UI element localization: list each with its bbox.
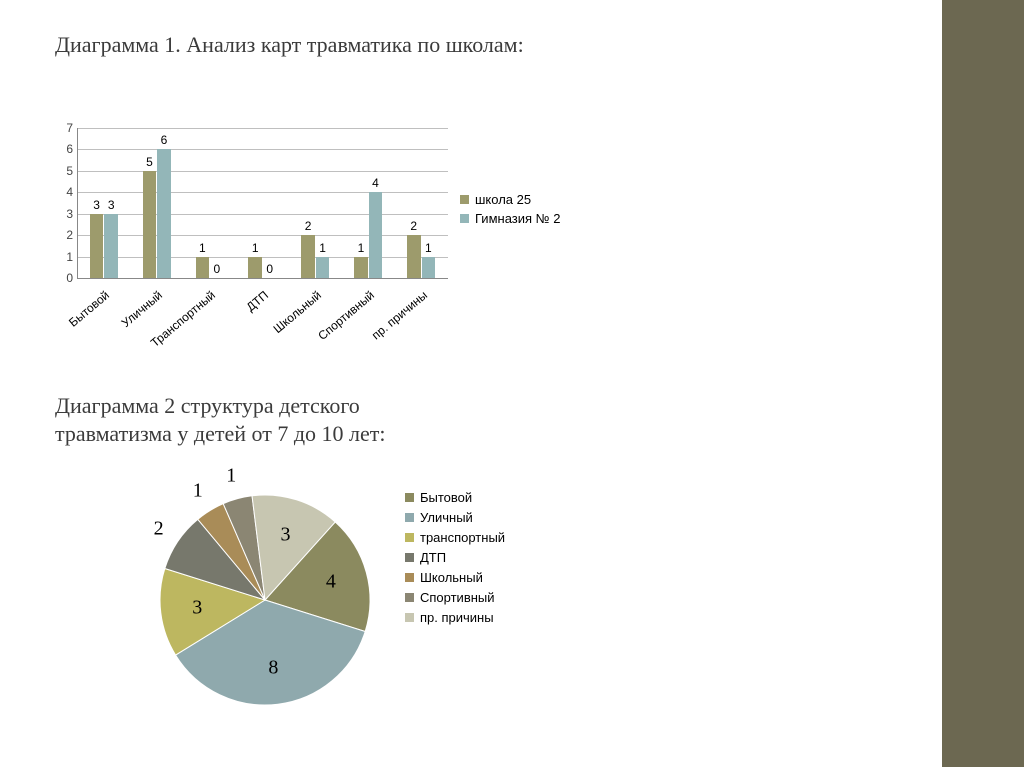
pie-value-label: 3	[280, 523, 290, 546]
pie-value-label: 8	[268, 656, 278, 679]
gridline	[78, 257, 448, 258]
pie-value-label: 1	[193, 479, 203, 502]
bar-value-label: 0	[250, 262, 290, 276]
gridline	[78, 192, 448, 193]
legend-label: пр. причины	[420, 610, 494, 625]
legend-swatch	[405, 593, 414, 602]
legend-item: пр. причины	[405, 610, 505, 625]
legend-label: Уличный	[420, 510, 473, 525]
bar	[422, 257, 435, 278]
bar-value-label: 1	[182, 241, 222, 255]
bar-value-label: 4	[355, 176, 395, 190]
bar-legend: школа 25 Гимназия № 2	[460, 188, 560, 230]
y-tick: 7	[55, 121, 73, 135]
bar-value-label: 0	[197, 262, 237, 276]
legend-swatch	[405, 533, 414, 542]
y-tick: 1	[55, 250, 73, 264]
legend-item: школа 25	[460, 192, 560, 207]
y-tick: 3	[55, 207, 73, 221]
chart1-title: Диаграмма 1. Анализ карт травматика по ш…	[55, 32, 524, 58]
legend-swatch	[460, 214, 469, 223]
legend-swatch	[405, 553, 414, 562]
legend-swatch	[405, 573, 414, 582]
legend-swatch	[405, 493, 414, 502]
pie-value-label: 1	[226, 465, 236, 488]
y-tick: 2	[55, 228, 73, 242]
legend-swatch	[460, 195, 469, 204]
gridline	[78, 149, 448, 150]
legend-item: транспортный	[405, 530, 505, 545]
x-category-label: Бытовой	[67, 288, 113, 330]
legend-label: школа 25	[475, 192, 531, 207]
bar	[316, 257, 329, 278]
pie-legend: Бытовой Уличный транспортный ДТП Школьный Спо…	[405, 485, 505, 630]
gridline	[78, 235, 448, 236]
pie-value-label: 3	[192, 597, 202, 620]
legend-item: Гимназия № 2	[460, 211, 560, 226]
y-tick: 4	[55, 185, 73, 199]
legend-label: Гимназия № 2	[475, 211, 560, 226]
slide: Диаграмма 1. Анализ карт травматика по ш…	[0, 0, 1024, 767]
x-category-label: Уличный	[119, 288, 165, 330]
pie-svg	[135, 475, 395, 735]
bar-value-label: 1	[235, 241, 275, 255]
legend-label: Спортивный	[420, 590, 495, 605]
y-tick: 0	[55, 271, 73, 285]
gridline	[78, 128, 448, 129]
bar-plot: 33561010211421	[77, 128, 448, 279]
legend-item: Школьный	[405, 570, 505, 585]
legend-item: Бытовой	[405, 490, 505, 505]
y-tick: 6	[55, 142, 73, 156]
bar	[369, 192, 382, 278]
legend-item: Спортивный	[405, 590, 505, 605]
bar-value-label: 2	[288, 219, 328, 233]
legend-swatch	[405, 613, 414, 622]
right-stripe	[942, 0, 1024, 767]
pie-value-label: 2	[154, 517, 164, 540]
bar	[90, 214, 103, 278]
legend-label: Бытовой	[420, 490, 472, 505]
pie-value-label: 4	[326, 571, 336, 594]
legend-label: транспортный	[420, 530, 505, 545]
bar-value-label: 3	[91, 198, 131, 212]
pie-chart: 4832113	[135, 475, 395, 735]
bar-value-label: 1	[303, 241, 343, 255]
bar	[354, 257, 367, 278]
x-category-label: Спортивный	[315, 288, 377, 343]
legend-item: Уличный	[405, 510, 505, 525]
chart2-title: Диаграмма 2 структура детскоготравматизм…	[55, 392, 386, 447]
y-tick: 5	[55, 164, 73, 178]
bar-value-label: 2	[394, 219, 434, 233]
legend-item: ДТП	[405, 550, 505, 565]
gridline	[78, 171, 448, 172]
legend-label: Школьный	[420, 570, 483, 585]
x-category-label: пр. причины	[369, 288, 430, 342]
bar	[157, 149, 170, 278]
x-category-label: ДТП	[244, 288, 271, 314]
bar-value-label: 6	[144, 133, 184, 147]
legend-swatch	[405, 513, 414, 522]
x-category-label: Школьный	[270, 288, 323, 336]
legend-label: ДТП	[420, 550, 446, 565]
gridline	[78, 214, 448, 215]
bar-value-label: 1	[408, 241, 448, 255]
bar-chart: 33561010211421 школа 25Гимназия № 2 0123…	[55, 128, 575, 373]
bar	[104, 214, 117, 278]
bar	[143, 171, 156, 278]
